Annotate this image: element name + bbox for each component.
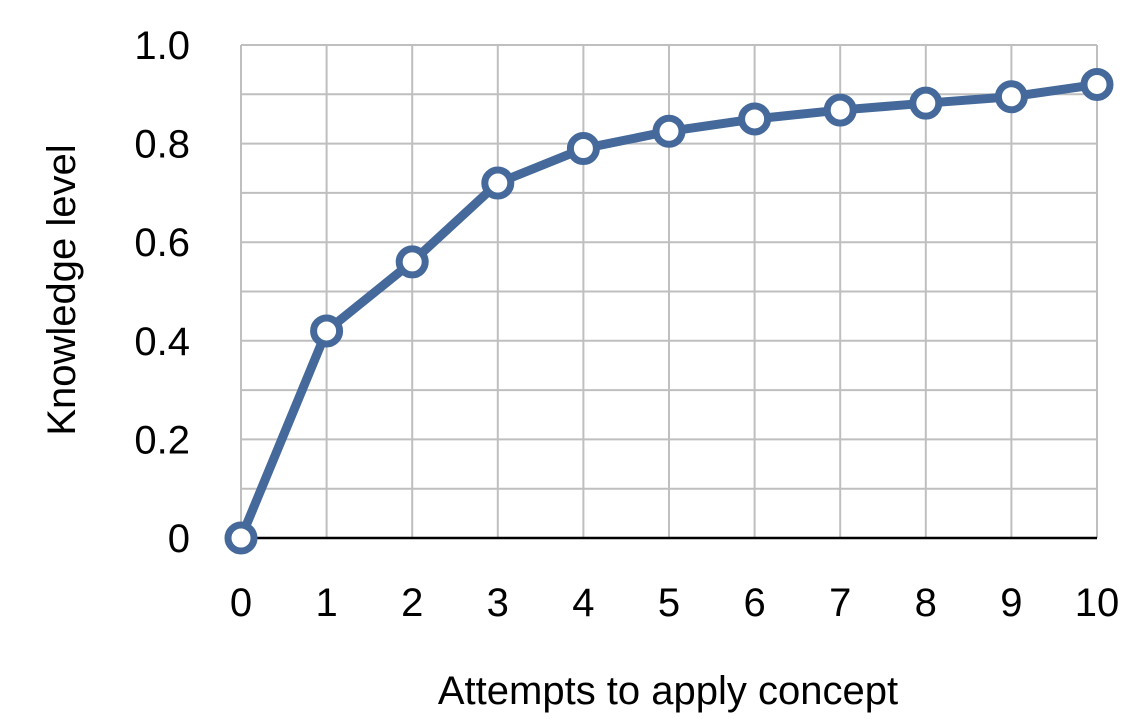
x-tick-label: 7: [829, 581, 851, 625]
y-tick-labels: 0 0.2 0.4 0.6 0.8 1.0: [134, 24, 190, 561]
y-tick-label: 0.4: [134, 320, 190, 364]
data-point: [1080, 67, 1114, 101]
x-tick-label: 6: [743, 581, 765, 625]
x-tick-label: 2: [401, 581, 423, 625]
x-tick-label: 1: [315, 581, 337, 625]
y-tick-label: 0: [168, 517, 190, 561]
x-axis-title: Attempts to apply concept: [438, 669, 898, 713]
data-point: [481, 166, 515, 200]
grid: [240, 44, 1098, 538]
data-point: [652, 114, 686, 148]
x-tick-label: 0: [230, 581, 252, 625]
x-tick-labels: 0 1 2 3 4 5 6 7 8 9 10: [230, 581, 1119, 625]
x-tick-label: 10: [1075, 581, 1120, 625]
x-tick-label: 8: [915, 581, 937, 625]
data-point: [994, 80, 1028, 114]
x-tick-label: 3: [487, 581, 509, 625]
x-tick-label: 4: [572, 581, 594, 625]
y-tick-label: 0.8: [134, 123, 190, 167]
y-axis-title: Knowledge level: [40, 144, 84, 435]
data-point: [909, 86, 943, 120]
y-tick-label: 0.2: [134, 418, 190, 462]
markers: [224, 67, 1114, 555]
data-point: [395, 245, 429, 279]
y-tick-label: 1.0: [134, 24, 190, 68]
data-point: [224, 521, 258, 555]
y-tick-label: 0.6: [134, 221, 190, 265]
data-point: [566, 132, 600, 166]
data-point: [823, 93, 857, 127]
x-tick-label: 9: [1000, 581, 1022, 625]
data-point: [310, 314, 344, 348]
x-tick-label: 5: [658, 581, 680, 625]
data-point: [738, 102, 772, 136]
